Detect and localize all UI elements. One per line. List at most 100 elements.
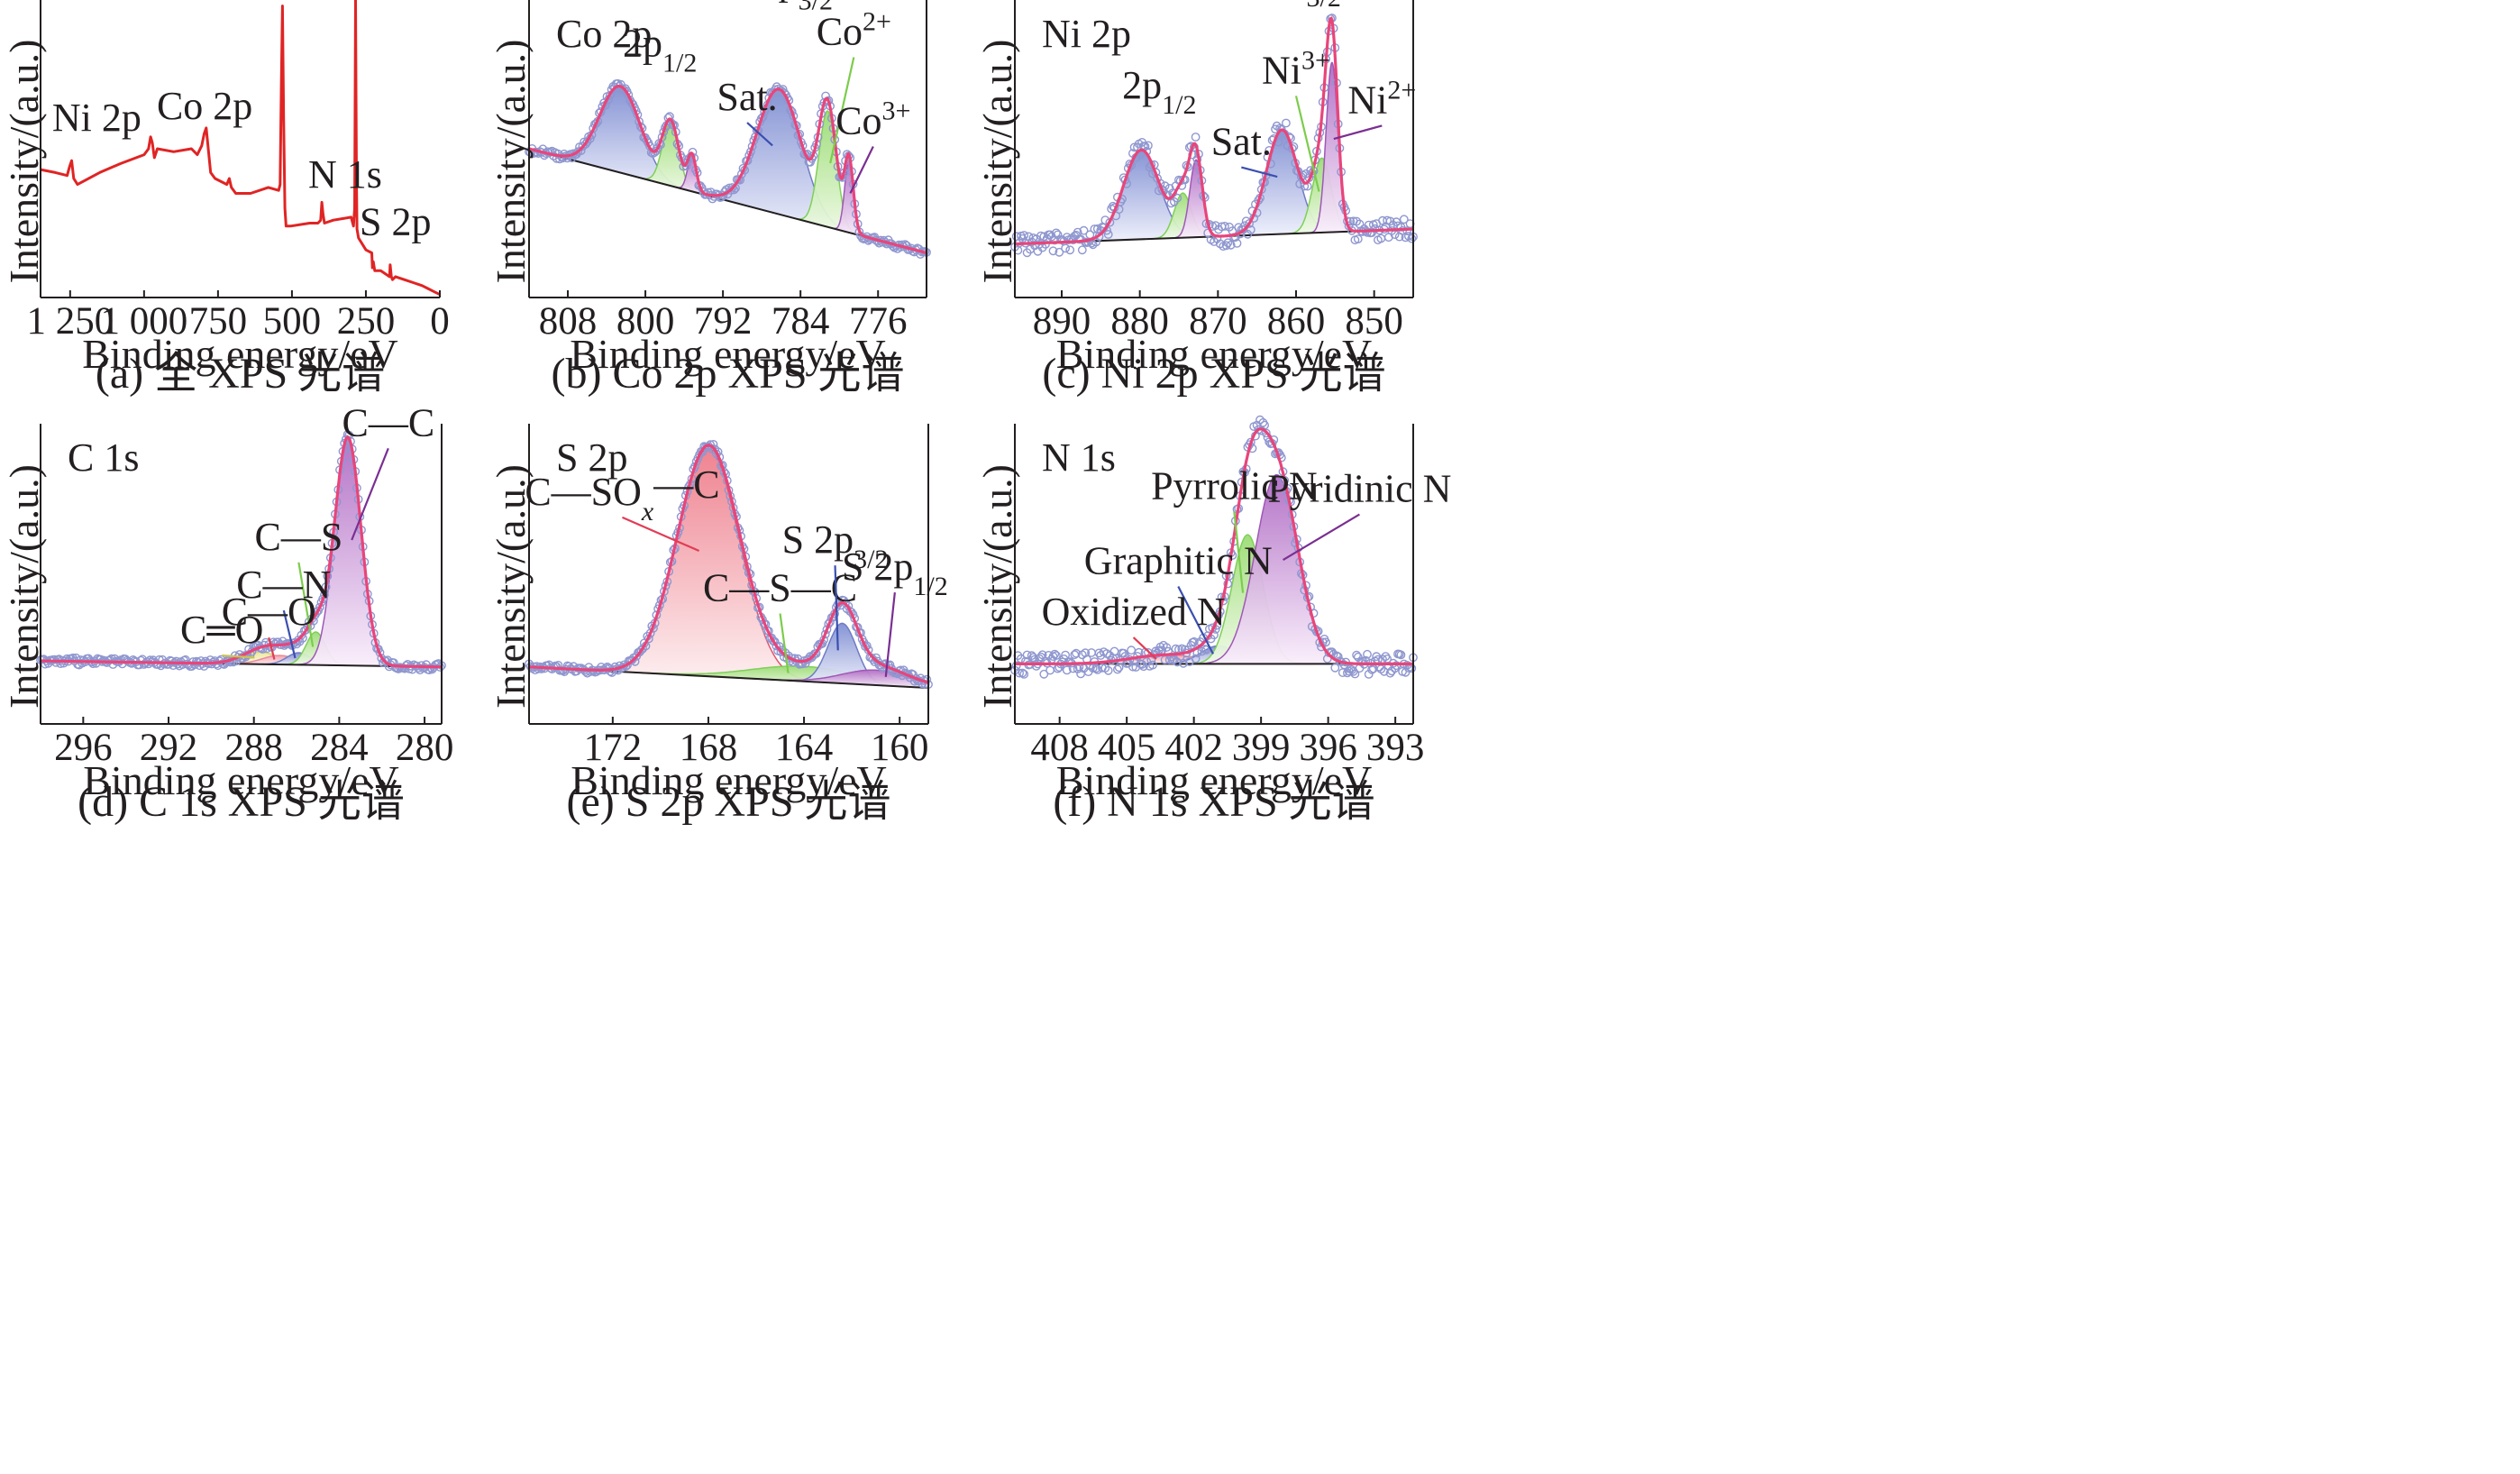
data-point bbox=[1077, 245, 1087, 255]
fit-envelope-line bbox=[528, 444, 929, 684]
panel-title: N 1s bbox=[1042, 435, 1116, 480]
annotation-label: S 2p bbox=[360, 200, 431, 244]
fit-envelope-line bbox=[1015, 427, 1413, 665]
annotation-leader-line bbox=[849, 146, 874, 194]
data-point bbox=[1352, 650, 1362, 660]
x-axis-label: Binding energy/eV bbox=[1056, 331, 1372, 377]
data-point bbox=[1246, 224, 1255, 234]
data-point bbox=[1330, 663, 1340, 673]
x-tick-label: 784 bbox=[772, 300, 830, 343]
annotation-label: Ni 2p bbox=[52, 96, 142, 140]
annotation-label: C═O bbox=[180, 608, 263, 652]
data-point bbox=[772, 641, 781, 651]
panel-caption: (b) Co 2p XPS 光谱 bbox=[551, 350, 904, 398]
data-point bbox=[1282, 118, 1291, 128]
y-axis-label: Intensity/(a.u.) bbox=[1, 40, 47, 284]
data-point bbox=[1079, 225, 1089, 235]
x-tick-label: 408 bbox=[1030, 727, 1089, 769]
annotation-leader-line bbox=[282, 609, 297, 659]
panel-title: S 2p bbox=[556, 435, 627, 480]
y-axis-label: Intensity/(a.u.) bbox=[1, 464, 47, 709]
panel-title: Co 2p bbox=[556, 12, 652, 56]
x-axis-label: Binding energy/eV bbox=[570, 331, 885, 377]
x-tick-label: 500 bbox=[263, 300, 322, 343]
annotation-label: S 2p3/2 bbox=[782, 517, 889, 574]
data-point bbox=[1050, 649, 1060, 659]
panel-caption: (e) S 2p XPS 光谱 bbox=[566, 778, 890, 826]
annotation-label: Pyrrolic N bbox=[1151, 463, 1318, 508]
annotation-label: C—N bbox=[236, 563, 331, 607]
data-point bbox=[1052, 228, 1061, 238]
data-point bbox=[1061, 243, 1071, 253]
y-axis-label: Intensity/(a.u.) bbox=[974, 40, 1020, 284]
data-point bbox=[1210, 237, 1219, 246]
panel-caption: (f) N 1s XPS 光谱 bbox=[1053, 778, 1374, 826]
annotation-label: S 2p1/2 bbox=[842, 545, 948, 601]
x-tick-label: 288 bbox=[224, 727, 283, 769]
data-point bbox=[1103, 665, 1113, 675]
data-point bbox=[1353, 234, 1363, 243]
data-point bbox=[1162, 643, 1172, 652]
data-point bbox=[727, 183, 737, 192]
data-point bbox=[1399, 215, 1409, 224]
data-point bbox=[1103, 230, 1113, 239]
data-point bbox=[1019, 670, 1029, 679]
data-point bbox=[1173, 193, 1182, 203]
annotation-leader-line bbox=[779, 613, 790, 673]
data-point bbox=[1367, 664, 1377, 674]
annotation-label: C—C bbox=[342, 400, 434, 444]
annotation-leader-line bbox=[1132, 636, 1157, 660]
annotation-leader-line bbox=[884, 592, 896, 677]
data-point bbox=[1081, 648, 1091, 658]
annotation-leader-line bbox=[351, 447, 389, 541]
data-point bbox=[1364, 670, 1374, 679]
annotation-label: C—S—C bbox=[703, 565, 857, 609]
data-point bbox=[1048, 246, 1058, 256]
data-point bbox=[1039, 669, 1049, 679]
data-point bbox=[1179, 658, 1188, 668]
data-point bbox=[1350, 669, 1360, 679]
data-point bbox=[1245, 219, 1255, 228]
fit-envelope-line bbox=[528, 85, 927, 255]
y-axis-label: Intensity/(a.u.) bbox=[488, 464, 534, 709]
annotation-leader-line bbox=[1333, 124, 1383, 141]
data-point bbox=[844, 151, 854, 160]
data-point bbox=[1191, 654, 1201, 664]
annotation-label: Co 2p bbox=[157, 84, 252, 128]
annotation-leader-line bbox=[1177, 585, 1214, 655]
annotation-leader-line bbox=[1241, 166, 1278, 179]
x-tick-label: 296 bbox=[54, 727, 113, 769]
x-tick-label: 160 bbox=[871, 727, 929, 769]
data-point bbox=[617, 84, 627, 94]
annotation-label: Ni3+ bbox=[1262, 45, 1330, 93]
annotation-label: 2p3/2 bbox=[759, 0, 833, 15]
x-tick-label: 0 bbox=[430, 300, 450, 343]
x-tick-label: 800 bbox=[616, 300, 675, 343]
x-tick-label: 880 bbox=[1110, 300, 1169, 343]
x-tick-label: 750 bbox=[189, 300, 248, 343]
data-point bbox=[1220, 221, 1229, 231]
annotation-label: Oxidized N bbox=[1042, 590, 1226, 634]
x-tick-label: 399 bbox=[1232, 727, 1291, 769]
data-point bbox=[1128, 662, 1137, 672]
annotation-leader-line bbox=[268, 636, 276, 660]
data-point bbox=[315, 602, 324, 612]
fit-envelope-line bbox=[1015, 16, 1413, 246]
data-point bbox=[1062, 665, 1072, 675]
panel-caption: (d) C 1s XPS 光谱 bbox=[78, 778, 405, 826]
x-tick-label: 402 bbox=[1164, 727, 1223, 769]
data-point bbox=[1091, 664, 1101, 673]
x-tick-label: 860 bbox=[1267, 300, 1326, 343]
data-point bbox=[1031, 662, 1041, 671]
annotation-label: Co2+ bbox=[817, 6, 891, 54]
data-point bbox=[1191, 133, 1201, 142]
x-tick-label: 393 bbox=[1366, 727, 1425, 769]
annotation-label: 2p1/2 bbox=[1122, 63, 1196, 119]
annotation-label: C—O bbox=[222, 590, 316, 634]
y-axis-label: Intensity/(a.u.) bbox=[974, 464, 1020, 709]
data-point bbox=[1109, 646, 1119, 656]
x-tick-label: 1 250 bbox=[26, 300, 114, 343]
x-tick-label: 292 bbox=[140, 727, 198, 769]
